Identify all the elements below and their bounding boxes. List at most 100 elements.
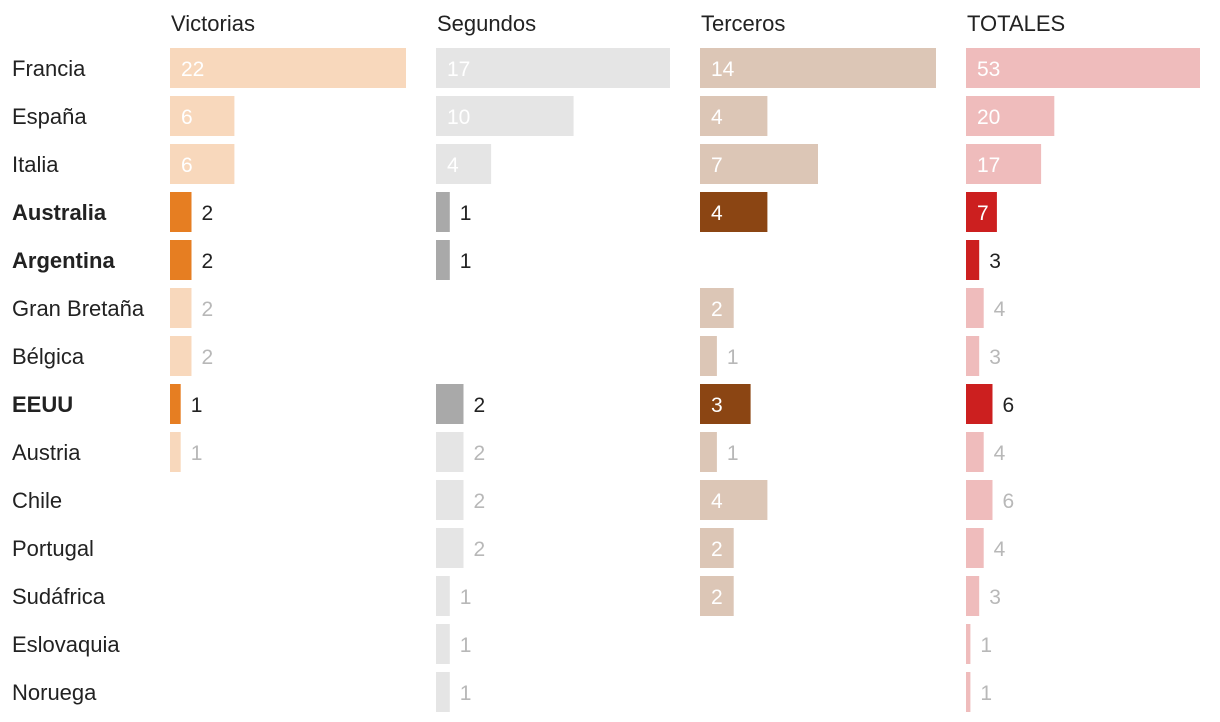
value-label-segundos-espana: 10 <box>447 106 470 129</box>
value-label-segundos-argentina: 1 <box>460 250 472 273</box>
bar-victorias-espana <box>170 96 235 136</box>
value-label-terceros-gran-bretana: 2 <box>711 298 723 321</box>
bar-terceros-chile <box>700 480 768 520</box>
bar-totales-belgica <box>966 336 980 376</box>
bar-terceros-austria <box>700 432 717 472</box>
bar-totales-austria <box>966 432 984 472</box>
column-header-victorias: Victorias <box>171 11 255 36</box>
value-label-totales-portugal: 4 <box>994 538 1006 561</box>
bar-victorias-australia <box>170 192 192 232</box>
value-label-totales-argentina: 3 <box>989 250 1001 273</box>
country-label-noruega: Noruega <box>12 680 97 705</box>
country-label-eslovaquia: Eslovaquia <box>12 632 120 657</box>
bar-totales-francia <box>966 48 1200 88</box>
value-label-victorias-espana: 6 <box>181 106 193 129</box>
bar-victorias-eeuu <box>170 384 181 424</box>
bar-totales-gran-bretana <box>966 288 984 328</box>
value-label-victorias-italia: 6 <box>181 154 193 177</box>
value-label-segundos-italia: 4 <box>447 154 459 177</box>
value-label-victorias-argentina: 2 <box>201 250 213 273</box>
value-label-terceros-sudafrica: 2 <box>711 586 723 609</box>
value-label-terceros-italia: 7 <box>711 154 723 177</box>
value-label-terceros-francia: 14 <box>711 58 735 81</box>
value-label-victorias-belgica: 2 <box>201 346 213 369</box>
country-label-espana: España <box>12 104 87 129</box>
country-label-belgica: Bélgica <box>12 344 85 369</box>
bar-segundos-eeuu <box>436 384 464 424</box>
bar-segundos-francia <box>436 48 670 88</box>
value-label-totales-chile: 6 <box>1002 490 1014 513</box>
value-label-segundos-francia: 17 <box>447 58 470 81</box>
value-label-victorias-francia: 22 <box>181 58 204 81</box>
value-label-totales-noruega: 1 <box>980 682 992 705</box>
bar-victorias-argentina <box>170 240 192 280</box>
value-label-victorias-eeuu: 1 <box>191 394 203 417</box>
bar-victorias-austria <box>170 432 181 472</box>
value-label-totales-espana: 20 <box>977 106 1000 129</box>
value-label-totales-eslovaquia: 1 <box>980 634 992 657</box>
value-label-totales-belgica: 3 <box>989 346 1001 369</box>
bar-segundos-argentina <box>436 240 450 280</box>
value-label-segundos-noruega: 1 <box>460 682 472 705</box>
country-label-argentina: Argentina <box>12 248 115 273</box>
bar-victorias-italia <box>170 144 235 184</box>
bar-segundos-eslovaquia <box>436 624 450 664</box>
bar-segundos-portugal <box>436 528 464 568</box>
country-label-gran-bretana: Gran Bretaña <box>12 296 145 321</box>
value-label-segundos-sudafrica: 1 <box>460 586 472 609</box>
bar-totales-italia <box>966 144 1042 184</box>
bar-victorias-belgica <box>170 336 192 376</box>
country-label-portugal: Portugal <box>12 536 94 561</box>
bar-segundos-sudafrica <box>436 576 450 616</box>
bar-terceros-francia <box>700 48 936 88</box>
value-label-segundos-eslovaquia: 1 <box>460 634 472 657</box>
value-label-segundos-austria: 2 <box>474 442 486 465</box>
bar-segundos-austria <box>436 432 464 472</box>
value-label-totales-eeuu: 6 <box>1002 394 1014 417</box>
column-headers: Victorias Segundos Terceros TOTALES <box>171 11 1065 36</box>
value-label-victorias-austria: 1 <box>191 442 203 465</box>
bar-terceros-espana <box>700 96 768 136</box>
value-label-victorias-gran-bretana: 2 <box>201 298 213 321</box>
country-label-sudafrica: Sudáfrica <box>12 584 106 609</box>
bar-terceros-italia <box>700 144 818 184</box>
value-label-victorias-australia: 2 <box>201 202 213 225</box>
bar-totales-eeuu <box>966 384 993 424</box>
column-header-segundos: Segundos <box>437 11 536 36</box>
country-label-chile: Chile <box>12 488 62 513</box>
bar-totales-argentina <box>966 240 980 280</box>
value-label-totales-italia: 17 <box>977 154 1000 177</box>
value-label-segundos-eeuu: 2 <box>474 394 486 417</box>
value-label-totales-francia: 53 <box>977 58 1000 81</box>
bar-totales-noruega <box>966 672 971 712</box>
value-label-terceros-austria: 1 <box>727 442 739 465</box>
country-label-austria: Austria <box>12 440 81 465</box>
bar-totales-eslovaquia <box>966 624 971 664</box>
bar-totales-sudafrica <box>966 576 980 616</box>
value-label-terceros-australia: 4 <box>711 202 723 225</box>
bar-segundos-australia <box>436 192 450 232</box>
value-label-totales-gran-bretana: 4 <box>994 298 1006 321</box>
bar-terceros-belgica <box>700 336 717 376</box>
value-label-terceros-espana: 4 <box>711 106 723 129</box>
bar-segundos-noruega <box>436 672 450 712</box>
bar-victorias-gran-bretana <box>170 288 192 328</box>
value-label-totales-austria: 4 <box>994 442 1006 465</box>
country-label-italia: Italia <box>12 152 59 177</box>
value-label-segundos-chile: 2 <box>474 490 486 513</box>
country-label-australia: Australia <box>12 200 107 225</box>
value-label-terceros-portugal: 2 <box>711 538 723 561</box>
country-labels: Francia España Italia Australia Argentina Gra… <box>12 56 145 705</box>
bar-segundos-espana <box>436 96 574 136</box>
value-label-segundos-portugal: 2 <box>474 538 486 561</box>
bar-segundos-chile <box>436 480 464 520</box>
column-header-totales: TOTALES <box>967 11 1065 36</box>
value-label-segundos-australia: 1 <box>460 202 472 225</box>
bar-panels: 2266222211171041122221111447421314225320… <box>170 48 1200 712</box>
value-label-totales-sudafrica: 3 <box>989 586 1001 609</box>
bar-totales-espana <box>966 96 1055 136</box>
bar-terceros-sudafrica <box>700 576 734 616</box>
bar-segundos-italia <box>436 144 492 184</box>
